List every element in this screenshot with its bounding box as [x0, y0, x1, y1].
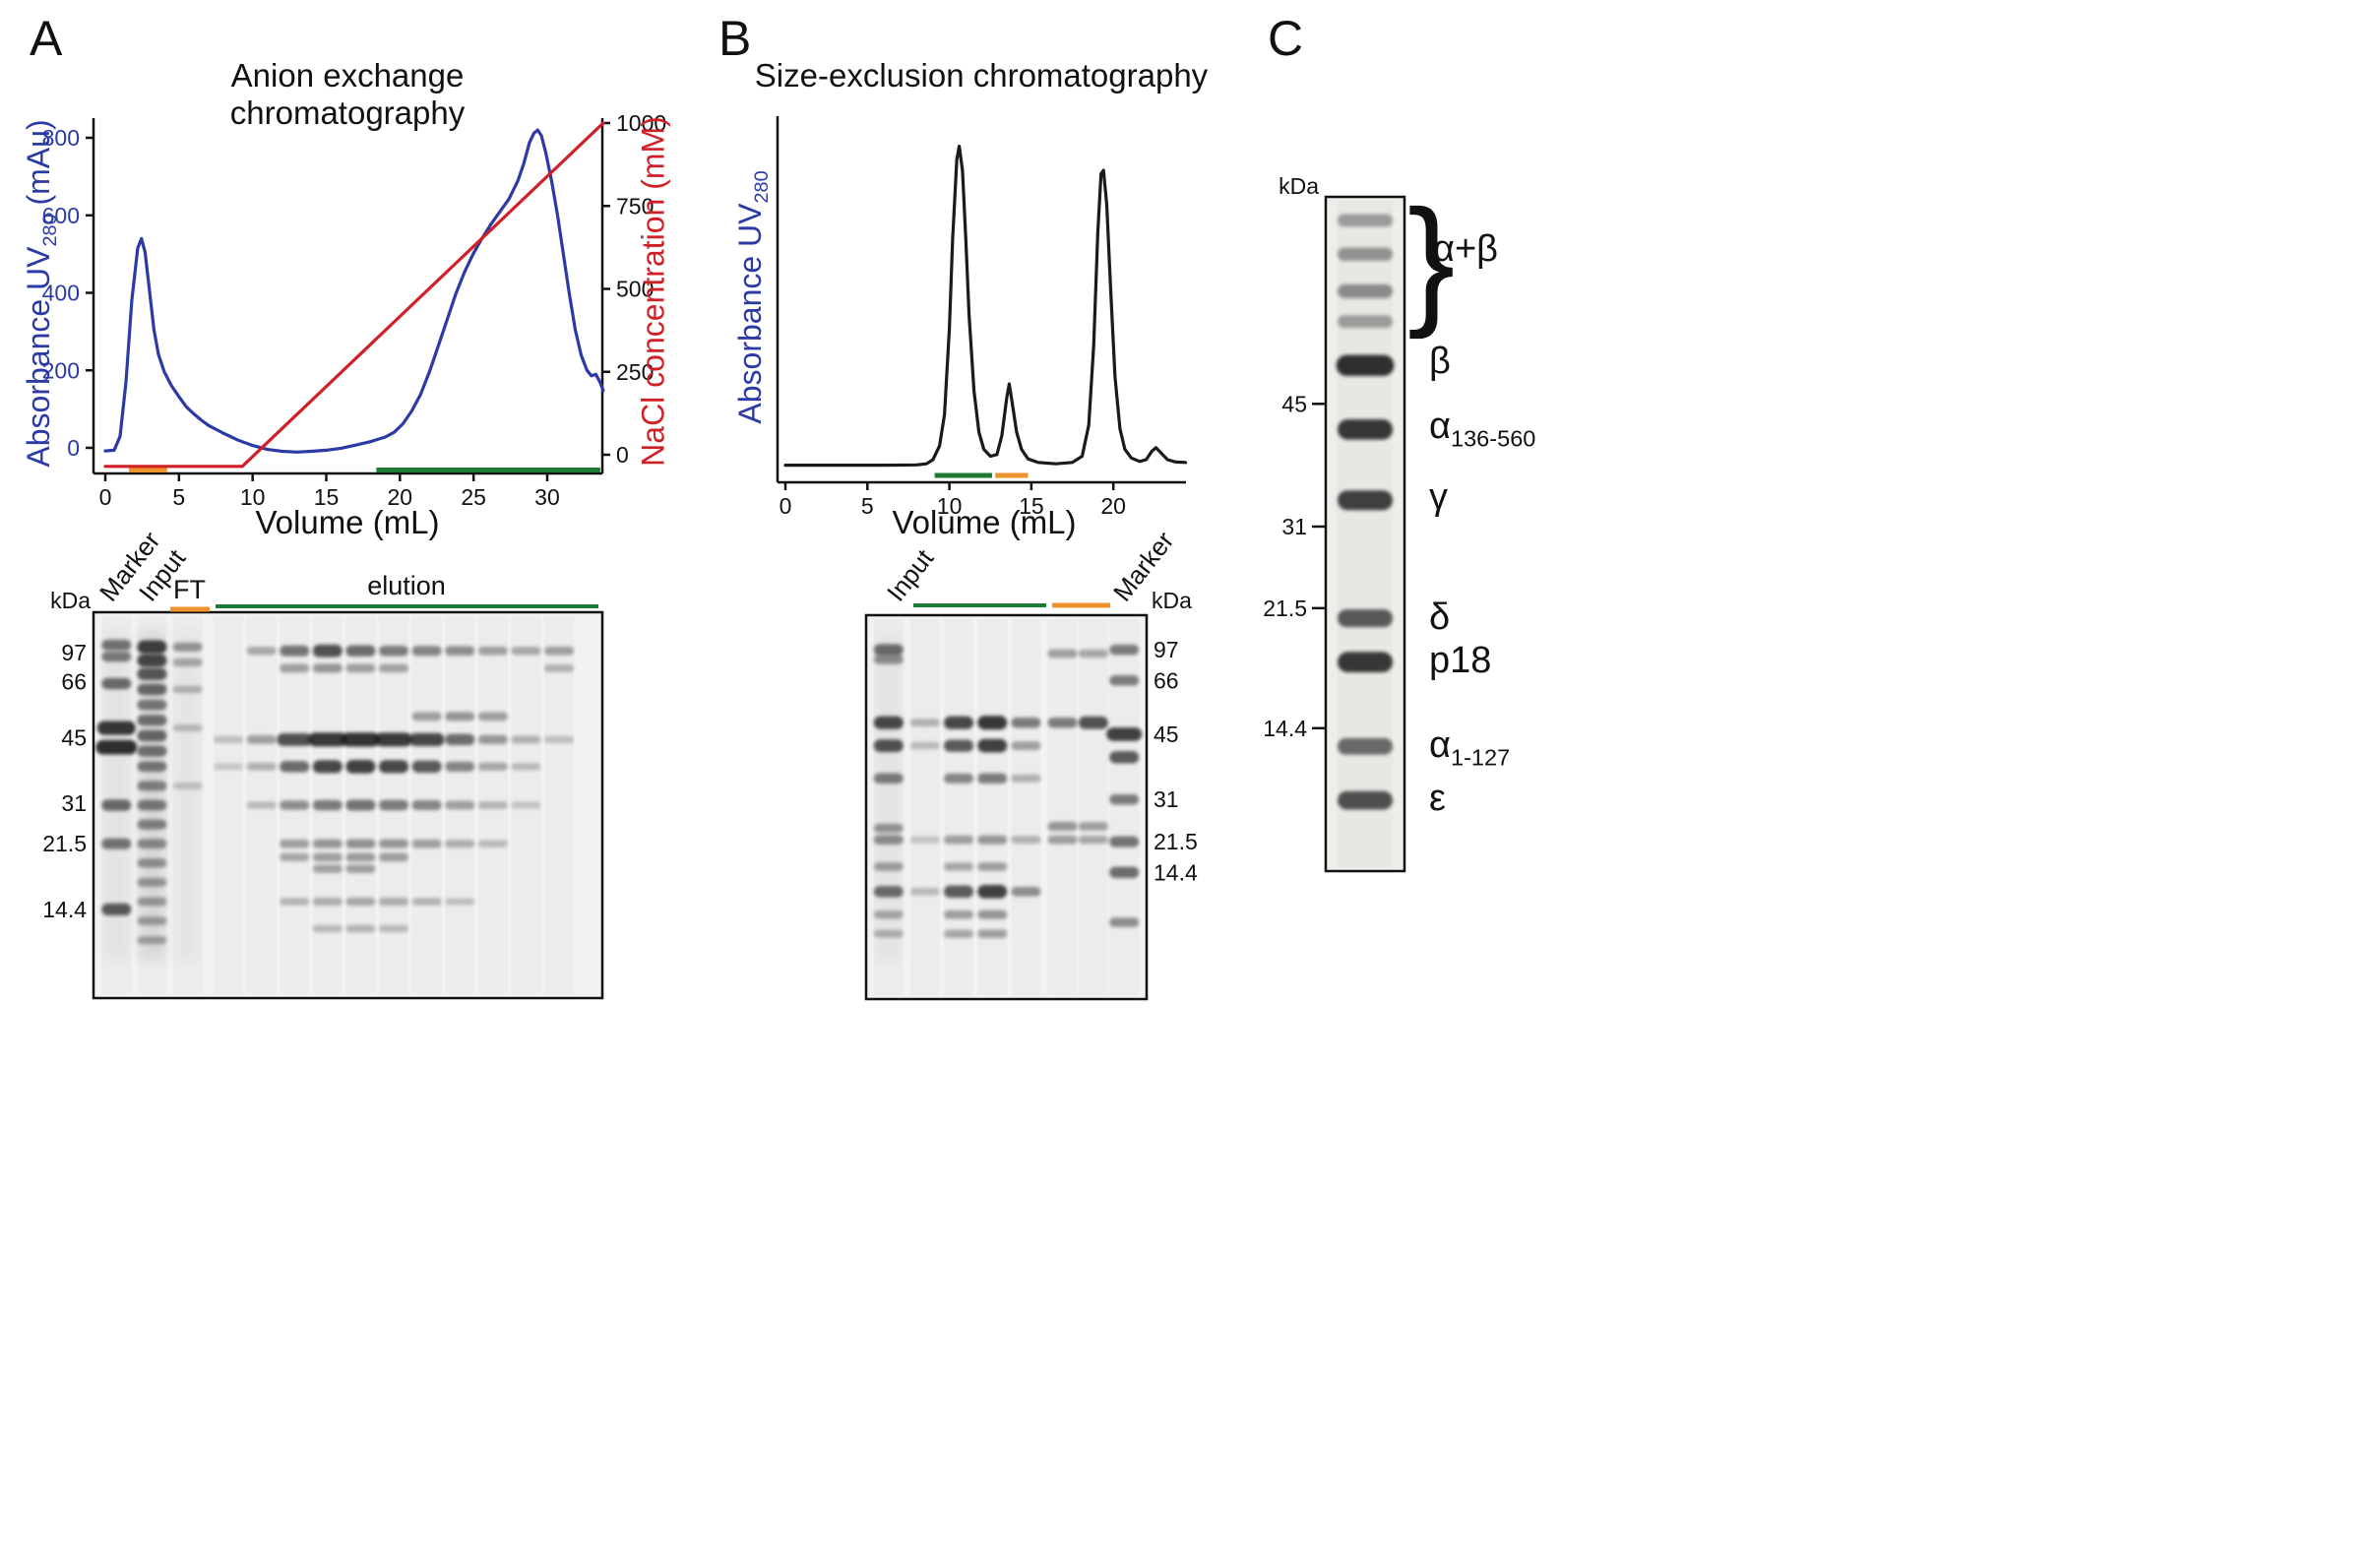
svg-text:31: 31: [1154, 786, 1179, 812]
svg-text:500: 500: [616, 277, 654, 302]
svg-text:66: 66: [61, 669, 87, 695]
panel-a-yaxis-right-label: NaCl concentration (mM): [635, 116, 671, 467]
svg-text:}: }: [1407, 180, 1455, 340]
svg-text:400: 400: [42, 281, 80, 306]
yaxis-label-text: Absorbance UV: [20, 246, 56, 468]
band-label-text: α+β: [1433, 228, 1499, 270]
panel-a-title: Anion exchange chromatography: [229, 57, 466, 131]
svg-text:20: 20: [388, 484, 413, 510]
panel-c-band-label-beta: β: [1429, 343, 1451, 386]
panel-a-xaxis-label: Volume (mL): [255, 504, 440, 540]
band-label-subscript: 136-560: [1450, 425, 1536, 452]
svg-text:600: 600: [42, 203, 80, 228]
panel-b-yaxis-label: Absorbance UV280: [732, 170, 774, 423]
panel-c-band-label-gamma: γ: [1429, 478, 1448, 522]
svg-text:14.4: 14.4: [1263, 716, 1307, 741]
svg-text:97: 97: [1154, 637, 1179, 662]
panel-a-letter: A: [30, 11, 63, 66]
svg-text:5: 5: [172, 484, 185, 510]
yaxis-label-text: Absorbance UV: [731, 203, 768, 424]
band-label-text: α: [1429, 724, 1451, 766]
panel-b-gel-kda-title: kDa: [1152, 588, 1192, 613]
panel-a-yaxis-left-label: Absorbance UV280 (mAu): [21, 119, 62, 467]
svg-text:5: 5: [861, 493, 874, 519]
band-label-text: β: [1429, 341, 1451, 382]
panel-c-band-label-epsilon: ε: [1429, 780, 1446, 823]
svg-text:45: 45: [1281, 391, 1307, 416]
svg-text:1000: 1000: [616, 110, 666, 136]
svg-text:66: 66: [1154, 667, 1179, 693]
svg-text:21.5: 21.5: [1263, 596, 1307, 621]
svg-text:10: 10: [937, 493, 963, 519]
svg-text:20: 20: [1100, 493, 1126, 519]
svg-text:200: 200: [42, 357, 80, 383]
yaxis-label-subscript: 280: [751, 170, 774, 204]
svg-text:21.5: 21.5: [1154, 829, 1198, 854]
svg-text:15: 15: [314, 484, 340, 510]
svg-text:45: 45: [1154, 721, 1179, 747]
svg-text:45: 45: [61, 724, 87, 750]
svg-text:30: 30: [534, 484, 560, 510]
panel-a-gel-elution-label: elution: [367, 571, 446, 600]
svg-text:14.4: 14.4: [42, 897, 87, 922]
band-label-text: γ: [1429, 476, 1448, 518]
panel-b-xaxis-label: Volume (mL): [892, 504, 1077, 540]
panel-b-letter: B: [718, 11, 752, 66]
panel-a-gel-lane-ft-label: FT: [173, 575, 206, 604]
svg-text:15: 15: [1019, 493, 1044, 519]
panel-c-band-label-p18: p18: [1429, 642, 1491, 685]
panel-c-letter: C: [1268, 11, 1304, 66]
svg-text:0: 0: [616, 442, 629, 468]
band-label-text: α: [1429, 406, 1451, 447]
panel-c-band-label-alpha-beta: α+β: [1433, 230, 1498, 274]
svg-text:21.5: 21.5: [42, 831, 87, 856]
band-label-subscript: 1-127: [1450, 744, 1511, 771]
svg-text:250: 250: [616, 359, 654, 385]
panel-b-title: Size-exclusion chromatography: [754, 57, 1209, 94]
svg-text:0: 0: [67, 435, 80, 461]
svg-text:97: 97: [61, 640, 87, 665]
svg-text:0: 0: [780, 493, 792, 519]
panel-c-kda-title: kDa: [1279, 173, 1319, 199]
svg-text:31: 31: [1281, 514, 1307, 539]
svg-text:14.4: 14.4: [1154, 859, 1198, 885]
svg-text:750: 750: [616, 193, 654, 219]
svg-text:0: 0: [99, 484, 112, 510]
yaxis-label-units: (mAu): [20, 119, 56, 215]
band-label-text: p18: [1429, 640, 1492, 681]
panel-c-band-label-alpha-136-560: α136-560: [1429, 408, 1535, 451]
svg-text:25: 25: [461, 484, 486, 510]
panel-a-gel-kda-title: kDa: [50, 588, 91, 613]
svg-text:10: 10: [240, 484, 266, 510]
panel-c-band-label-alpha-1-127: α1-127: [1429, 726, 1510, 770]
band-label-text: ε: [1429, 778, 1446, 819]
yaxis-label-subscript: 280: [39, 214, 62, 247]
svg-text:800: 800: [42, 125, 80, 151]
band-label-text: δ: [1429, 596, 1451, 638]
panel-c-band-label-delta: δ: [1429, 598, 1450, 642]
svg-text:31: 31: [61, 790, 87, 816]
